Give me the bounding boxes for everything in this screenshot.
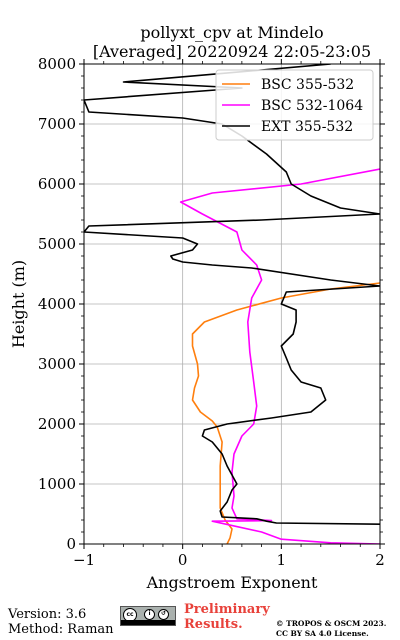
preliminary-line2: Results. <box>184 617 243 632</box>
legend-label: BSC 532-1064 <box>261 98 363 114</box>
by-icon: i <box>144 609 155 620</box>
y-tick-label: 6000 <box>38 175 76 193</box>
legend: BSC 355-532 BSC 532-1064 EXT 355-532 <box>215 69 374 141</box>
x-tick-label: 1 <box>277 551 287 569</box>
title: pollyxt_cpv at Mindelo [Averaged] 202209… <box>93 23 371 61</box>
series-line-bsc-532-1064 <box>179 168 380 544</box>
legend-box <box>215 69 374 141</box>
legend-label: BSC 355-532 <box>261 77 354 93</box>
x-tick-label: −1 <box>73 551 95 569</box>
x-tick-label: 0 <box>178 551 188 569</box>
series-group <box>84 64 380 544</box>
sa-icon: ↺ <box>158 609 169 620</box>
version-text: Version: 3.6 <box>8 607 87 622</box>
copyright-line2: CC BY SA 4.0 License. <box>276 629 369 638</box>
y-tick-label: 0 <box>66 535 76 553</box>
legend-label: EXT 355-532 <box>261 119 353 135</box>
cc-band <box>121 620 175 625</box>
y-tick-label: 7000 <box>38 115 76 133</box>
y-tick-label: 2000 <box>38 415 76 433</box>
copyright-notice: © TROPOS & OSCM 2023. CC BY SA 4.0 Licen… <box>276 619 386 639</box>
method-text: Method: Raman <box>8 622 114 637</box>
preliminary-results: Preliminary Results. <box>184 602 270 632</box>
y-tick-label: 5000 <box>38 235 76 253</box>
y-tick-label: 3000 <box>38 355 76 373</box>
y-tick-label: 1000 <box>38 475 76 493</box>
copyright-line1: © TROPOS & OSCM 2023. <box>276 619 387 628</box>
cc-license-logo: cc i ↺ <box>120 606 176 626</box>
series-line-bsc-355-532 <box>191 282 380 544</box>
preliminary-line1: Preliminary <box>184 602 270 617</box>
chart-title-line1: pollyxt_cpv at Mindelo <box>140 23 323 42</box>
y-tick-label: 4000 <box>38 295 76 313</box>
x-tick-label: 2 <box>375 551 385 569</box>
y-tick-label: 8000 <box>38 55 76 73</box>
y-axis-label: Height (m) <box>9 260 28 348</box>
chart-title-line2: [Averaged] 20220924 22:05-23:05 <box>93 42 371 61</box>
series-line-ext-355-532 <box>84 64 380 525</box>
x-axis-label: Angstroem Exponent <box>146 573 318 592</box>
